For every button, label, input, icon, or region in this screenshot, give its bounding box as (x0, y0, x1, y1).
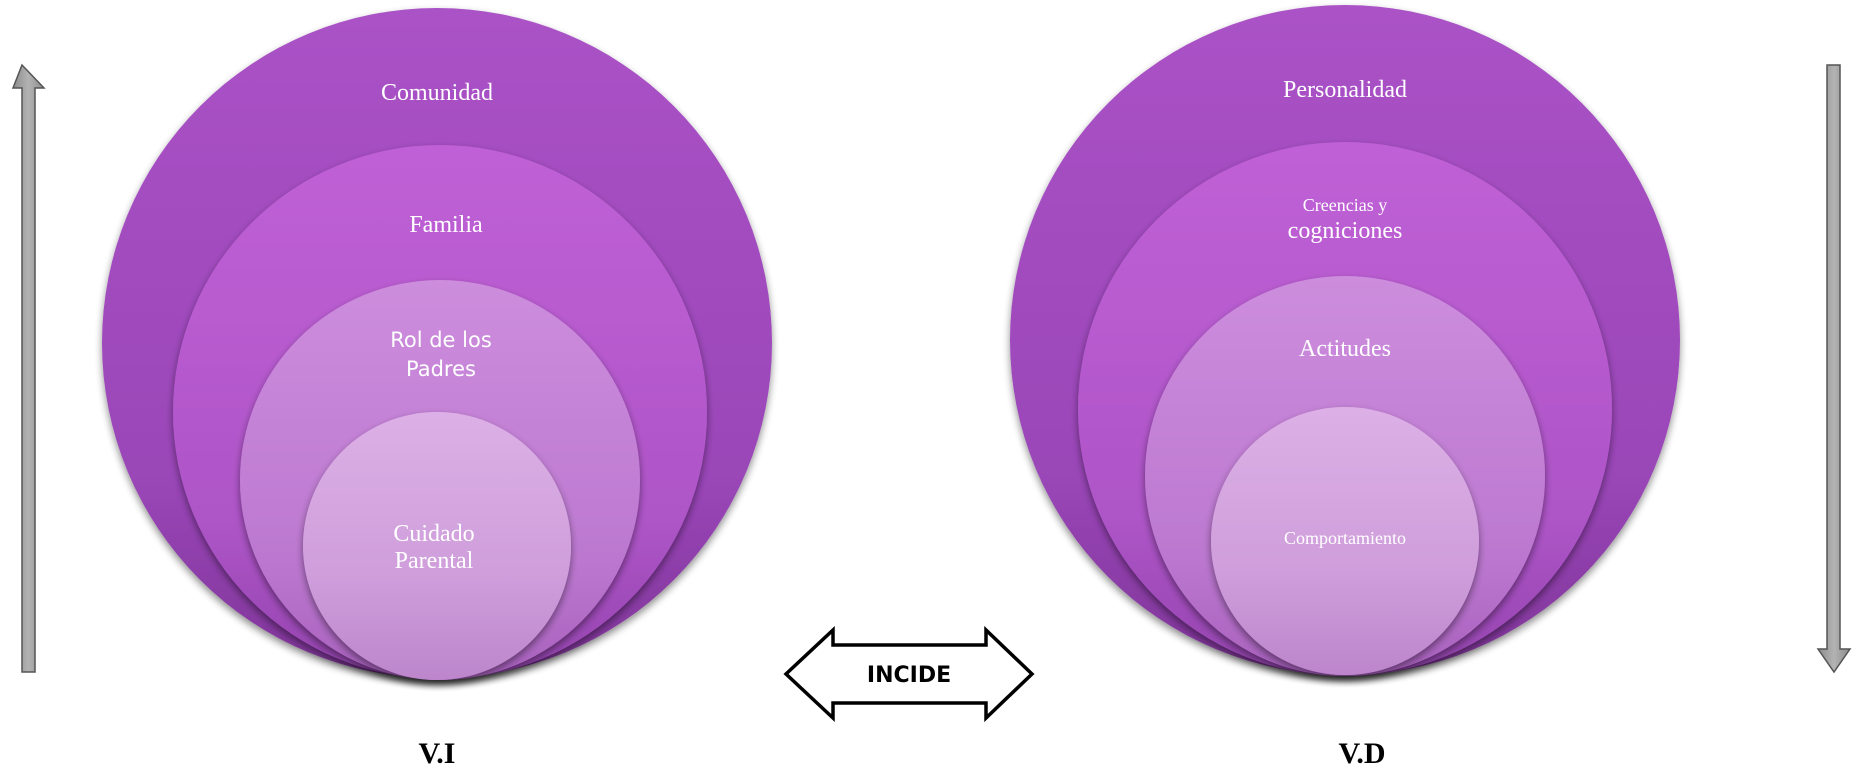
right-ring-third-label: Actitudes (1299, 336, 1391, 362)
left-ring-outer-label: Comunidad (381, 80, 493, 106)
right-ring-inner-label: Comportamiento (1284, 528, 1406, 548)
right-variable-label: V.D (1339, 737, 1386, 770)
right-ring-second-label-line2: cogniciones (1288, 218, 1403, 244)
right-ring-inner (1211, 407, 1479, 675)
left-ring-third-label-line2: Padres (406, 357, 476, 381)
right-ring-second-label-line1: Creencias y (1303, 195, 1387, 215)
vertical-up-arrow-icon (11, 63, 46, 673)
left-ring-third-label-line1: Rol de los (390, 328, 492, 352)
left-ring-inner-label-line1: Cuidado (393, 521, 474, 547)
incide-double-arrow-icon: INCIDE (783, 625, 1035, 723)
right-nested-circles: Personalidad Creencias y cogniciones Act… (1010, 5, 1680, 676)
left-ring-second-label: Familia (409, 212, 483, 238)
left-nested-circles: Comunidad Familia Rol de los Padres Cuid… (102, 8, 772, 680)
left-variable-label: V.I (419, 737, 456, 770)
right-ring-outer-label: Personalidad (1283, 77, 1407, 103)
incide-label: INCIDE (867, 663, 951, 688)
left-ring-inner-label-line2: Parental (395, 548, 474, 574)
left-ring-inner (303, 412, 571, 680)
vertical-down-arrow-icon (1816, 64, 1852, 674)
